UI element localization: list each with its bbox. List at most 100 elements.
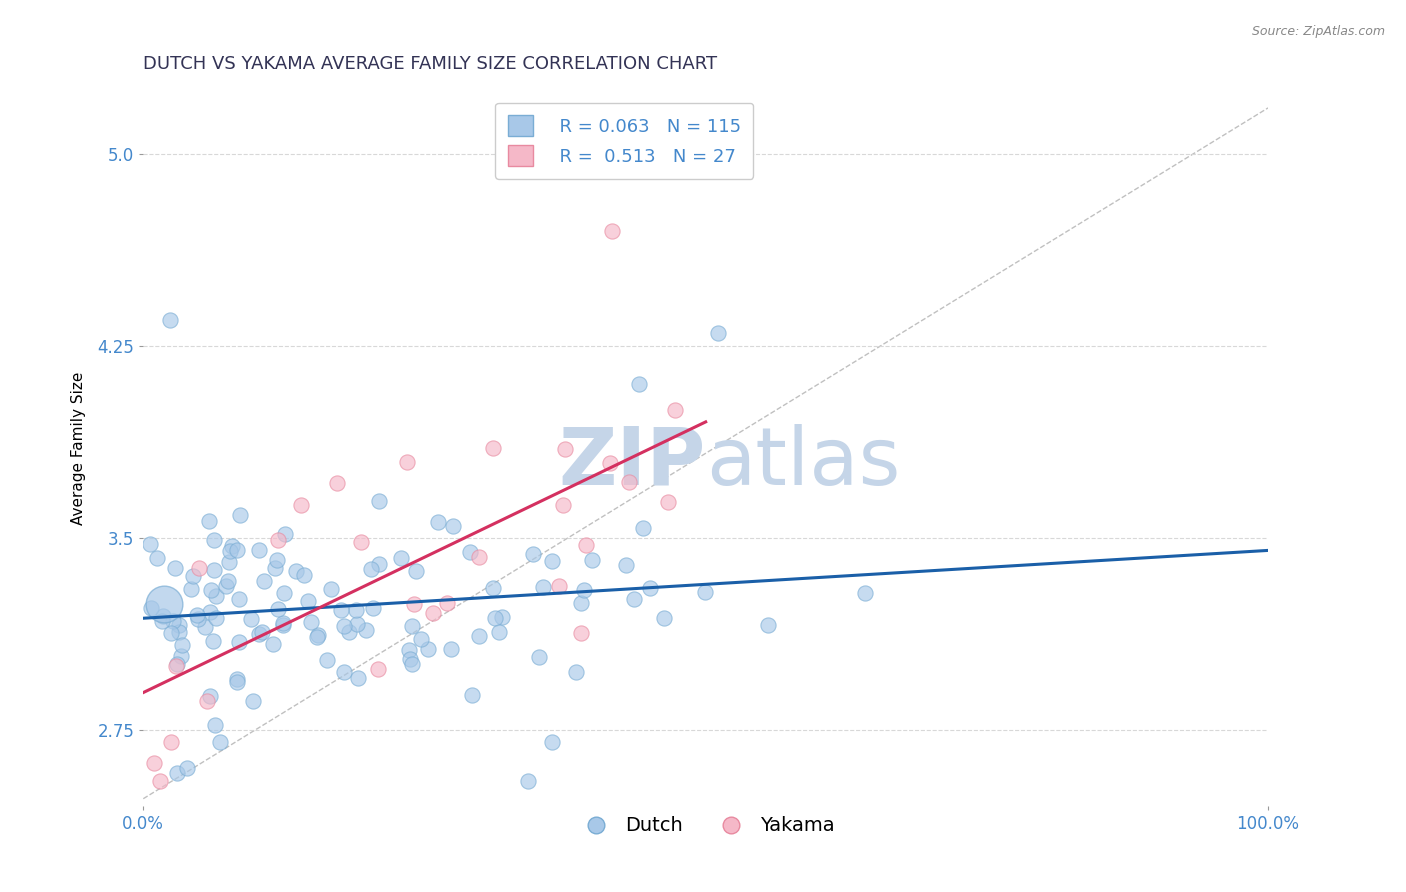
- Point: [404, 597, 426, 611]
- Text: atlas: atlas: [706, 424, 900, 501]
- Point: [242, 694, 264, 708]
- Point: [422, 606, 444, 620]
- Point: [623, 592, 645, 607]
- Point: [482, 581, 505, 595]
- Point: [344, 602, 367, 616]
- Point: [695, 584, 717, 599]
- Point: [226, 675, 249, 690]
- Point: [226, 672, 249, 686]
- Point: [208, 734, 231, 748]
- Point: [159, 313, 181, 327]
- Point: [194, 620, 217, 634]
- Point: [405, 564, 427, 578]
- Point: [247, 542, 270, 557]
- Point: [565, 665, 588, 679]
- Point: [756, 617, 779, 632]
- Point: [165, 658, 187, 673]
- Point: [529, 650, 551, 665]
- Point: [187, 612, 209, 626]
- Point: [554, 442, 576, 456]
- Point: [337, 625, 360, 640]
- Point: [200, 605, 222, 619]
- Point: [491, 609, 513, 624]
- Point: [142, 756, 165, 770]
- Point: [572, 583, 595, 598]
- Point: [160, 735, 183, 749]
- Point: [481, 441, 503, 455]
- Point: [214, 579, 236, 593]
- Point: [292, 567, 315, 582]
- Point: [575, 537, 598, 551]
- Point: [368, 557, 391, 571]
- Point: [467, 629, 489, 643]
- Point: [195, 694, 218, 708]
- Point: [172, 638, 194, 652]
- Point: [180, 582, 202, 597]
- Point: [427, 515, 450, 529]
- Point: [202, 563, 225, 577]
- Point: [200, 582, 222, 597]
- Point: [581, 552, 603, 566]
- Point: [354, 623, 377, 637]
- Point: [631, 521, 654, 535]
- Point: [176, 761, 198, 775]
- Point: [226, 543, 249, 558]
- Point: [332, 619, 354, 633]
- Point: [247, 627, 270, 641]
- Point: [297, 593, 319, 607]
- Point: [219, 544, 242, 558]
- Point: [205, 589, 228, 603]
- Point: [149, 773, 172, 788]
- Point: [181, 569, 204, 583]
- Point: [401, 657, 423, 671]
- Point: [522, 547, 544, 561]
- Point: [228, 592, 250, 607]
- Point: [350, 535, 373, 549]
- Point: [198, 514, 221, 528]
- Point: [187, 561, 209, 575]
- Point: [440, 642, 463, 657]
- Point: [599, 456, 621, 470]
- Point: [273, 586, 295, 600]
- Point: [166, 766, 188, 780]
- Point: [299, 615, 322, 629]
- Point: [162, 614, 184, 628]
- Y-axis label: Average Family Size: Average Family Size: [72, 371, 86, 524]
- Point: [307, 631, 329, 645]
- Point: [484, 611, 506, 625]
- Point: [152, 597, 174, 611]
- Point: [152, 609, 174, 624]
- Point: [271, 615, 294, 630]
- Point: [228, 634, 250, 648]
- Point: [540, 554, 562, 568]
- Point: [169, 624, 191, 639]
- Point: [326, 476, 349, 491]
- Point: [217, 574, 239, 589]
- Point: [204, 718, 226, 732]
- Point: [229, 508, 252, 522]
- Point: [240, 612, 263, 626]
- Point: [307, 628, 329, 642]
- Point: [441, 519, 464, 533]
- Point: [267, 533, 290, 547]
- Point: [652, 611, 675, 625]
- Point: [186, 607, 208, 622]
- Point: [218, 555, 240, 569]
- Point: [267, 601, 290, 615]
- Point: [167, 618, 190, 632]
- Point: [221, 539, 243, 553]
- Point: [330, 603, 353, 617]
- Point: [547, 579, 569, 593]
- Point: [271, 618, 294, 632]
- Point: [468, 549, 491, 564]
- Point: [461, 688, 484, 702]
- Point: [614, 558, 637, 572]
- Point: [368, 494, 391, 508]
- Point: [569, 625, 592, 640]
- Point: [315, 653, 337, 667]
- Point: [664, 403, 686, 417]
- Point: [418, 642, 440, 657]
- Point: [263, 560, 285, 574]
- Point: [321, 582, 343, 596]
- Point: [401, 619, 423, 633]
